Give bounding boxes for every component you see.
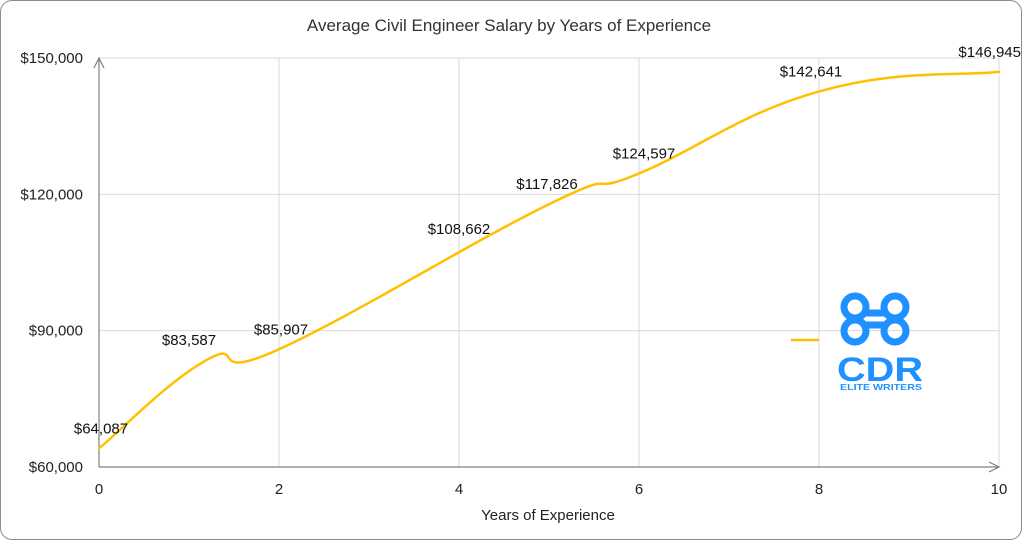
- tick-labels: $60,000 $90,000 $120,000 $150,000 0 2 4 6 8 10: [20, 50, 1007, 498]
- data-label: $117,826: [516, 176, 577, 193]
- gridlines: [99, 57, 1000, 468]
- data-label: $142,641: [780, 63, 843, 80]
- series-line: [97, 70, 1001, 450]
- x-tick-label: 8: [815, 481, 823, 498]
- y-tick-label: $150,000: [20, 50, 83, 67]
- data-label: $64,087: [74, 420, 128, 437]
- chart-title: Average Civil Engineer Salary by Years o…: [307, 16, 711, 35]
- y-axis-arrow: [93, 56, 105, 69]
- x-axis-title: Years of Experience: [481, 507, 615, 524]
- data-labels: $64,087 $83,587 $85,907 $117,826 $124,597 $14…: [74, 44, 1021, 438]
- x-axis-arrow: [988, 461, 1001, 473]
- y-tick-label: $60,000: [29, 459, 83, 476]
- logo-subtext: ELITE WRITERS: [840, 383, 923, 392]
- x-tick-label: 2: [275, 481, 283, 498]
- logo-emblem-icon: [840, 292, 910, 346]
- x-tick-label: 6: [635, 481, 643, 498]
- axes: [93, 56, 1001, 473]
- y-tick-label: $120,000: [20, 186, 83, 203]
- data-label: $83,587: [162, 332, 216, 349]
- y-tick-label: $90,000: [29, 323, 83, 340]
- logo-text: CDR: [837, 351, 923, 389]
- data-label: $85,907: [254, 321, 308, 338]
- cdr-logo: CDR ELITE WRITERS: [837, 292, 923, 392]
- series-layer: [97, 70, 1001, 450]
- data-label: $108,662: [428, 221, 491, 238]
- x-tick-label: 4: [455, 481, 463, 498]
- x-tick-label: 10: [991, 481, 1008, 498]
- data-label: $124,597: [613, 145, 676, 162]
- data-label: $146,945: [958, 44, 1021, 61]
- x-tick-label: 0: [95, 481, 103, 498]
